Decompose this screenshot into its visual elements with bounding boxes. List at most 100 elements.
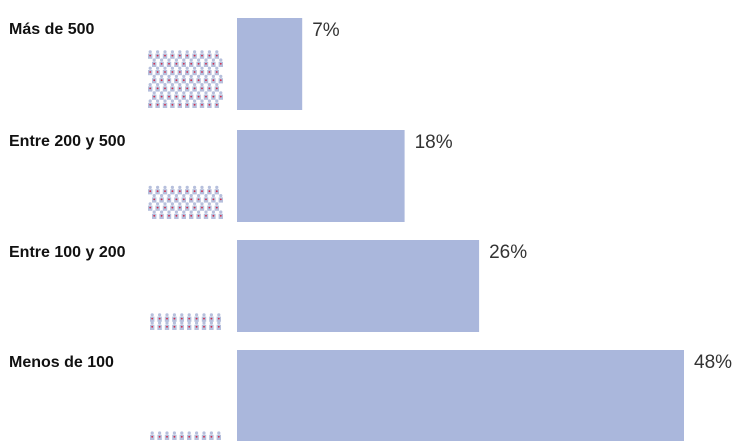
person-icon <box>174 58 179 67</box>
person-icon <box>166 194 172 203</box>
person-icon <box>199 50 205 59</box>
bar-group: Menos de 100 48% <box>9 350 732 441</box>
person-icon <box>155 50 160 59</box>
person-icon <box>170 185 175 195</box>
person-icon <box>152 58 157 67</box>
person-icon <box>209 313 214 322</box>
value-label: 7% <box>312 20 340 41</box>
person-icon <box>209 431 214 440</box>
person-icon <box>150 321 155 330</box>
person-icon <box>162 50 168 59</box>
person-icon <box>185 50 190 59</box>
person-icon <box>203 210 209 219</box>
person-icon <box>164 321 170 330</box>
person-icon <box>170 83 175 92</box>
person-icon <box>214 99 219 108</box>
person-icon <box>218 194 223 203</box>
person-icon <box>196 58 201 67</box>
person-icon <box>211 58 216 67</box>
person-icon <box>181 194 186 203</box>
person-icon <box>170 66 175 76</box>
person-icon <box>152 74 157 84</box>
person-icon <box>150 431 155 440</box>
bar <box>237 240 480 332</box>
person-icon <box>170 99 175 108</box>
person-icon <box>187 431 192 440</box>
person-icon <box>159 74 164 84</box>
person-icon <box>214 202 219 211</box>
person-icon <box>192 99 197 108</box>
person-icon <box>207 202 212 211</box>
category-label: Menos de 100 <box>9 354 114 371</box>
person-icon <box>203 91 209 100</box>
person-icon <box>199 66 205 76</box>
bar <box>237 18 303 110</box>
person-icon <box>194 321 199 330</box>
person-icon <box>162 202 168 211</box>
person-icon <box>155 83 160 92</box>
person-icon <box>174 210 179 219</box>
person-icon <box>177 66 182 76</box>
person-icon <box>164 431 170 440</box>
person-icon <box>216 321 221 330</box>
person-icon <box>192 185 197 195</box>
person-icon <box>192 202 197 211</box>
person-icon <box>207 50 212 59</box>
person-icon <box>196 194 201 203</box>
person-icon <box>192 83 197 92</box>
person-icon <box>152 210 157 219</box>
person-icon <box>187 313 192 322</box>
person-icon <box>216 431 221 440</box>
person-icon <box>211 74 216 84</box>
person-icon <box>174 194 179 203</box>
person-icon <box>214 50 219 59</box>
person-icon <box>216 313 221 322</box>
person-icon <box>148 185 153 195</box>
person-icon <box>170 50 175 59</box>
person-icon <box>207 66 212 76</box>
person-icon <box>152 91 157 100</box>
person-icon <box>148 83 153 92</box>
value-label: 26% <box>489 242 527 263</box>
category-label: Entre 100 y 200 <box>9 244 126 261</box>
person-icon <box>179 321 184 330</box>
person-icon <box>199 83 205 92</box>
person-icon <box>203 74 209 84</box>
person-icon <box>155 99 160 108</box>
people-pictogram <box>148 185 223 219</box>
person-icon <box>157 431 162 440</box>
person-icon <box>211 194 216 203</box>
person-icon <box>174 91 179 100</box>
person-icon <box>162 185 168 195</box>
person-icon <box>148 202 153 211</box>
person-icon <box>159 91 164 100</box>
person-icon <box>203 194 209 203</box>
person-icon <box>211 91 216 100</box>
person-icon <box>201 313 207 322</box>
person-icon <box>189 74 194 84</box>
person-icon <box>177 185 182 195</box>
person-icon <box>148 50 153 59</box>
person-icon <box>148 66 153 76</box>
person-icon <box>211 210 216 219</box>
person-icon <box>189 58 194 67</box>
person-icon <box>194 313 199 322</box>
person-icon <box>199 185 205 195</box>
person-icon <box>159 194 164 203</box>
person-icon <box>214 185 219 195</box>
person-icon <box>185 185 190 195</box>
value-label: 18% <box>415 132 453 153</box>
category-label: Entre 200 y 500 <box>9 133 126 150</box>
person-icon <box>218 210 223 219</box>
person-icon <box>155 202 160 211</box>
person-icon <box>214 83 219 92</box>
person-icon <box>157 321 162 330</box>
person-icon <box>207 99 212 108</box>
person-icon <box>170 202 175 211</box>
person-icon <box>166 210 172 219</box>
bar-group: Entre 100 y 200 26% <box>9 240 527 332</box>
person-icon <box>172 313 177 322</box>
person-icon <box>177 50 182 59</box>
